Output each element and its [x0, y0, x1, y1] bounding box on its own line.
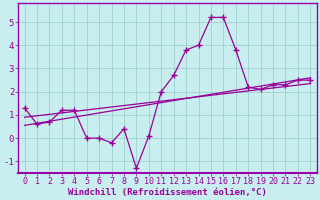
X-axis label: Windchill (Refroidissement éolien,°C): Windchill (Refroidissement éolien,°C) — [68, 188, 267, 197]
